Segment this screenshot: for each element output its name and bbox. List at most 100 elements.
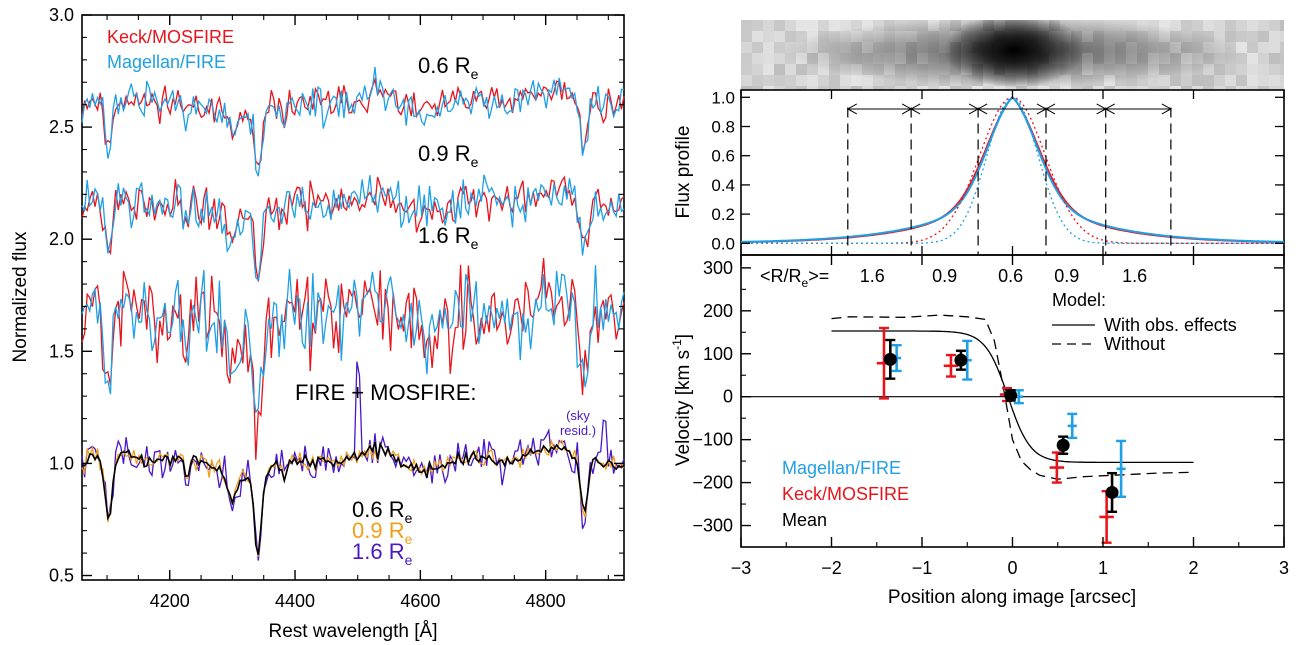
flux-y-tick-label: 0.2 bbox=[711, 205, 735, 224]
image-pixel bbox=[1269, 75, 1280, 86]
image-pixel bbox=[1236, 75, 1247, 86]
combined-title: FIRE + MOSFIRE: bbox=[295, 380, 477, 405]
image-pixel bbox=[1181, 20, 1192, 31]
spectrum-0.9Re-keckmosfire bbox=[81, 175, 625, 282]
image-pixel bbox=[807, 20, 818, 31]
image-pixel bbox=[1214, 31, 1225, 42]
image-pixel bbox=[774, 53, 785, 64]
image-pixel bbox=[829, 20, 840, 31]
image-pixel bbox=[1247, 53, 1258, 64]
bin-arrowhead-left-1 bbox=[910, 103, 921, 115]
image-pixel bbox=[1214, 20, 1225, 31]
image-pixel bbox=[763, 31, 774, 42]
image-pixel bbox=[1126, 86, 1137, 90]
spectra-x-axis-label: Rest wavelength [Å] bbox=[269, 621, 438, 642]
flux-y-tick-label: 1.0 bbox=[711, 88, 735, 107]
image-pixel bbox=[1115, 86, 1126, 90]
image-pixel bbox=[774, 42, 785, 53]
image-pixel bbox=[939, 86, 950, 90]
image-pixel bbox=[1269, 20, 1280, 31]
rot-x-tick-label: 1 bbox=[1098, 558, 1108, 578]
spectrum-0.9Re-magellanfire bbox=[81, 174, 625, 282]
model-legend-dashed-label: Without bbox=[1104, 334, 1165, 354]
image-pixel bbox=[1258, 86, 1269, 90]
image-pixel bbox=[950, 86, 961, 90]
image-pixel bbox=[1258, 20, 1269, 31]
image-pixel bbox=[1170, 86, 1181, 90]
image-pixel bbox=[1280, 86, 1284, 90]
flux-y-tick-label: 0.0 bbox=[711, 234, 735, 253]
image-pixel bbox=[829, 75, 840, 86]
rotation-curve-data-points bbox=[876, 326, 1127, 544]
image-pixel bbox=[1203, 75, 1214, 86]
flux-profile-y-axis-label: Flux profile bbox=[673, 126, 694, 219]
image-pixel bbox=[741, 75, 752, 86]
rot-y-tick-label: −300 bbox=[692, 516, 733, 536]
bin-arrowhead-left-0 bbox=[846, 103, 858, 115]
image-pixel bbox=[1071, 86, 1082, 90]
rotation-curve-models bbox=[831, 314, 1194, 480]
image-pixel bbox=[1236, 20, 1247, 31]
image-pixel bbox=[1192, 20, 1203, 31]
image-pixel bbox=[1214, 75, 1225, 86]
model-without bbox=[831, 314, 1194, 480]
model-with-obs-effects bbox=[831, 330, 1194, 464]
image-pixel bbox=[1148, 86, 1159, 90]
combined-legend-0.6: 0.6 Re bbox=[352, 497, 413, 526]
image-pixel bbox=[873, 75, 884, 86]
rot-y-tick-label: −200 bbox=[692, 473, 733, 493]
image-pixel bbox=[1192, 86, 1203, 90]
image-pixel bbox=[1016, 86, 1027, 90]
image-pixel bbox=[1060, 86, 1071, 90]
image-pixel bbox=[840, 86, 851, 90]
image-pixel bbox=[1280, 31, 1284, 42]
y-tick-label-1: 1.0 bbox=[49, 453, 74, 473]
rotation-legend-mean: Mean bbox=[782, 510, 827, 530]
image-pixel bbox=[1170, 20, 1181, 31]
image-pixel bbox=[785, 64, 796, 75]
image-pixel bbox=[1203, 86, 1214, 90]
image-pixel bbox=[1280, 42, 1284, 53]
stack-label-1.6: 1.6 Re bbox=[418, 223, 479, 252]
radius-label-1: 0.9 bbox=[932, 266, 957, 286]
image-pixel bbox=[796, 75, 807, 86]
image-pixel bbox=[1137, 75, 1148, 86]
image-pixel bbox=[906, 86, 917, 90]
bin-arrowhead-left-2 bbox=[977, 103, 988, 115]
model-legend-solid-label: With obs. effects bbox=[1104, 315, 1237, 335]
radius-labels: 1.6 0.9 0.6 0.9 1.6 bbox=[860, 266, 1147, 286]
rot-y-tick-label: 100 bbox=[703, 344, 733, 364]
bin-arrowhead-left-4 bbox=[1104, 103, 1115, 115]
flux-y-tick-label: 0.4 bbox=[711, 176, 735, 195]
image-pixel bbox=[785, 20, 796, 31]
image-pixel bbox=[796, 86, 807, 90]
image-pixel bbox=[1236, 86, 1247, 90]
rot-x-tick-label: 0 bbox=[1007, 558, 1017, 578]
image-pixel bbox=[928, 86, 939, 90]
image-pixel bbox=[741, 86, 752, 90]
image-pixel bbox=[1159, 20, 1170, 31]
spectrum-0.6Re-magellanfire bbox=[81, 67, 625, 177]
spectra-y-axis-ticks: 0.5 1.0 1.5 2.0 2.5 3.0 bbox=[49, 5, 624, 586]
image-pixel bbox=[1005, 86, 1016, 90]
image-pixel bbox=[829, 86, 840, 90]
image-pixel bbox=[796, 20, 807, 31]
image-pixel bbox=[895, 86, 906, 90]
image-pixel bbox=[1027, 86, 1038, 90]
spectra-panel: 4200 4400 4600 4800 0.5 1.0 1.5 2.0 2.5 3.0 Rest… bbox=[10, 5, 625, 642]
mean-point-1 bbox=[954, 353, 968, 367]
image-pixel bbox=[796, 31, 807, 42]
image-pixel bbox=[972, 86, 983, 90]
image-pixel bbox=[1192, 75, 1203, 86]
image-pixel bbox=[752, 75, 763, 86]
image-pixel bbox=[763, 64, 774, 75]
rot-x-tick-label: 2 bbox=[1188, 558, 1198, 578]
image-pixel bbox=[741, 53, 752, 64]
model-legend-title: Model: bbox=[1052, 290, 1106, 310]
image-pixel bbox=[741, 64, 752, 75]
image-pixel bbox=[983, 86, 994, 90]
x-tick-label-4800: 4800 bbox=[526, 591, 566, 611]
rot-y-tick-label: −100 bbox=[692, 430, 733, 450]
image-pixel bbox=[1280, 53, 1284, 64]
